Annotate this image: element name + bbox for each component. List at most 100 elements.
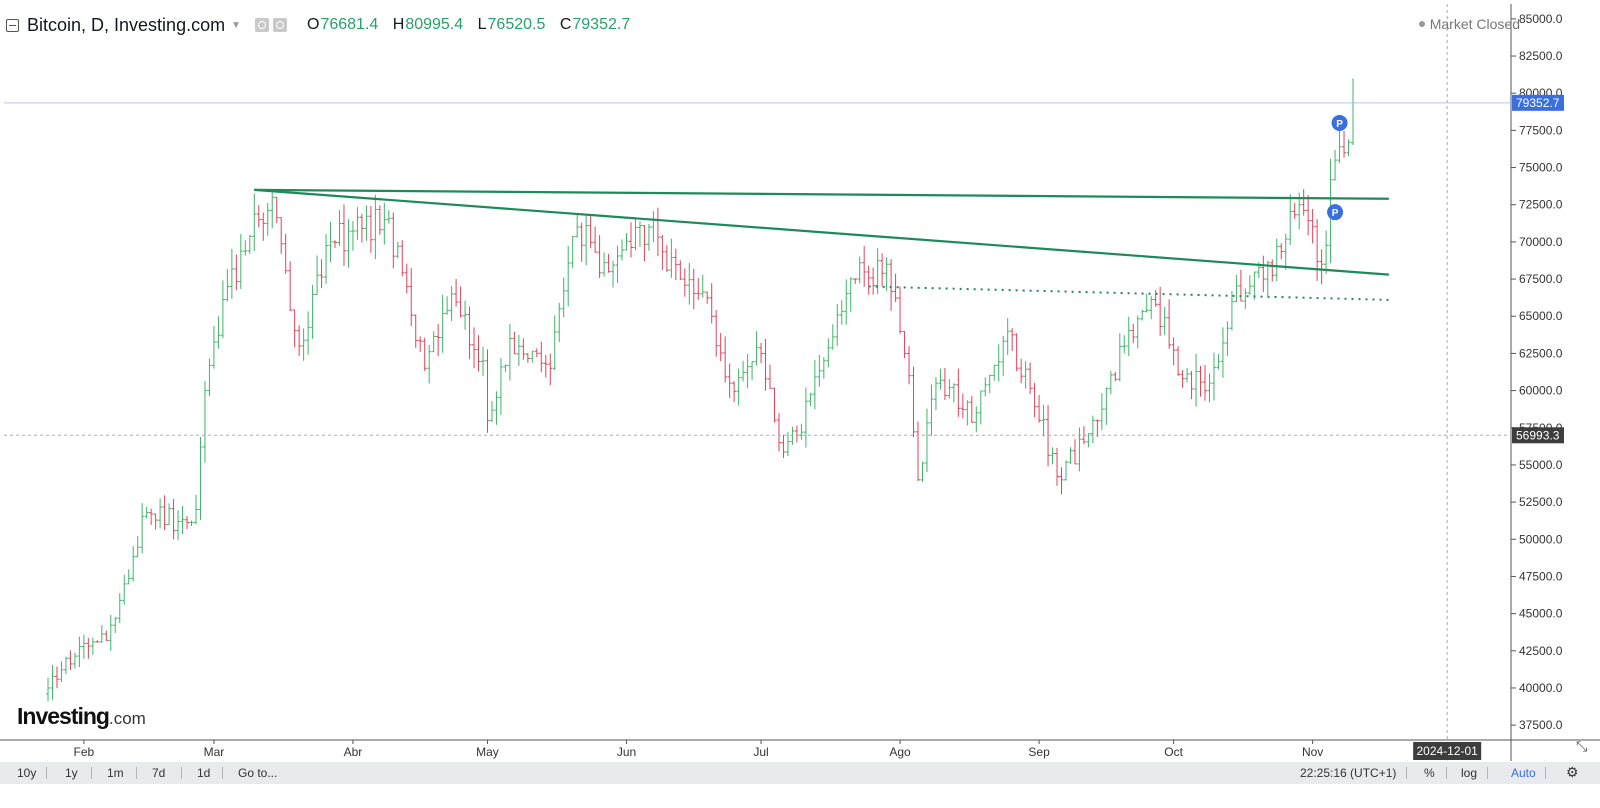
market-status: Market Closed xyxy=(1418,16,1520,32)
support-dotted-line[interactable] xyxy=(868,285,1389,301)
ohlc-bar xyxy=(247,234,252,254)
ohlc-bar xyxy=(745,353,750,389)
axis-scale-icon[interactable]: ⤡ xyxy=(1576,738,1588,754)
current-price-label: 79352.7 xyxy=(1516,96,1560,110)
ohlc-bar xyxy=(1176,346,1181,376)
range-1y-button[interactable]: 1y xyxy=(65,766,78,780)
ohlc-bar xyxy=(978,390,983,425)
y-tick-label: 45000.0 xyxy=(1519,607,1563,621)
ohlc-bar xyxy=(776,413,781,452)
x-tick-label: Nov xyxy=(1302,745,1323,759)
ohlc-bar xyxy=(557,302,562,343)
chart-title[interactable]: Bitcoin, D, Investing.com xyxy=(27,14,226,35)
ohlc-bar xyxy=(983,377,988,397)
x-tick-label: Abr xyxy=(344,745,363,759)
ohlc-bar xyxy=(691,268,696,310)
ohlc-bar xyxy=(646,223,651,251)
ohlc-bar xyxy=(86,638,91,659)
market-status-text: Market Closed xyxy=(1429,16,1520,32)
ohlc-bar xyxy=(279,217,284,254)
ohlc-bar xyxy=(1162,306,1167,335)
ohlc-bar xyxy=(167,503,172,526)
ohlc-bar xyxy=(1189,370,1194,400)
ohlc-bar xyxy=(481,346,485,377)
investing-logo: Investing.com xyxy=(17,703,146,730)
ohlc-bar xyxy=(1019,358,1024,384)
eye-icon[interactable] xyxy=(255,18,269,32)
ohlc-bar xyxy=(1243,288,1248,309)
divider xyxy=(1406,767,1407,779)
trendline[interactable] xyxy=(254,188,1389,200)
ohlc-bar xyxy=(1301,189,1306,216)
ohlc-bar xyxy=(969,396,974,423)
collapse-icon[interactable] xyxy=(6,18,19,32)
ohlc-bar xyxy=(337,210,342,246)
ohlc-bar xyxy=(108,614,113,651)
event-marker[interactable] xyxy=(1327,204,1344,221)
trendline[interactable] xyxy=(254,188,1389,276)
event-marker[interactable] xyxy=(1331,114,1348,131)
ohlc-bar xyxy=(525,353,530,363)
ohlc-bar xyxy=(1068,447,1073,464)
percent-toggle[interactable]: % xyxy=(1424,766,1435,780)
goto-button[interactable]: Go to... xyxy=(238,766,278,780)
ohlc-bar xyxy=(99,625,104,643)
ohlc-bar xyxy=(306,311,311,355)
auto-toggle[interactable]: Auto xyxy=(1511,766,1536,780)
y-tick-label: 77500.0 xyxy=(1519,123,1563,137)
ohlc-bar xyxy=(575,213,580,238)
logo-brand: Investing xyxy=(17,703,110,729)
settings-gear-icon[interactable]: ⚙ xyxy=(1566,764,1579,780)
ohlc-bar xyxy=(521,338,526,360)
chevron-down-icon[interactable]: ▼ xyxy=(231,19,241,31)
ohlc-bar xyxy=(593,226,598,253)
ohlc-bar xyxy=(1279,243,1284,260)
ohlc-bar xyxy=(1028,362,1033,394)
range-1m-button[interactable]: 1m xyxy=(107,766,124,780)
ohlc-bar xyxy=(696,278,701,300)
ohlc-bar xyxy=(1180,370,1185,388)
log-toggle[interactable]: log xyxy=(1461,766,1478,780)
y-tick-label: 62500.0 xyxy=(1519,346,1563,360)
high-value: 80995.4 xyxy=(405,16,464,33)
ohlc-bar xyxy=(346,219,351,268)
x-tick-label: Sep xyxy=(1028,745,1050,759)
ohlc-bar xyxy=(1063,460,1068,481)
ohlc-bar xyxy=(135,536,140,558)
event-marker-label: P xyxy=(1332,208,1339,219)
gear-icon[interactable] xyxy=(273,18,287,32)
ohlc-bar xyxy=(220,280,225,339)
x-tick-label: Feb xyxy=(74,745,95,759)
ohlc-bar xyxy=(270,190,275,229)
ohlc-bar xyxy=(924,408,929,473)
ohlc-bar xyxy=(59,661,64,683)
ohlc-bar xyxy=(1229,290,1234,331)
ohlc-bar xyxy=(1220,327,1225,378)
ohlc-bar xyxy=(243,240,248,256)
y-tick-label: 75000.0 xyxy=(1519,161,1563,175)
ohlc-bar xyxy=(1104,387,1109,425)
ohlc-bar xyxy=(463,300,468,330)
ohlc-bar xyxy=(81,634,86,659)
ohlc-bar xyxy=(1072,439,1077,465)
y-tick-label: 50000.0 xyxy=(1519,532,1563,546)
ohlc-bar xyxy=(898,286,903,334)
timestamp: 22:25:16 (UTC+1) xyxy=(1300,766,1397,780)
range-10y-button[interactable]: 10y xyxy=(17,766,37,780)
ohlc-bar xyxy=(507,323,512,381)
ohlc-bar xyxy=(960,393,965,419)
ohlc-bar xyxy=(700,274,705,298)
ohlc-bar xyxy=(292,309,297,348)
ohlc-bar xyxy=(579,222,584,262)
range-1d-button[interactable]: 1d xyxy=(197,766,211,780)
range-7d-button[interactable]: 7d xyxy=(152,766,166,780)
crosshair-date-badge xyxy=(1413,742,1482,760)
ohlc-bar xyxy=(1351,78,1355,145)
divider xyxy=(1446,767,1447,779)
ohlc-bar xyxy=(494,391,499,425)
ohlc-bar xyxy=(835,303,840,346)
ohlc-bar xyxy=(799,423,804,440)
ohlc-bar xyxy=(274,196,279,223)
y-tick-label: 55000.0 xyxy=(1519,458,1563,472)
